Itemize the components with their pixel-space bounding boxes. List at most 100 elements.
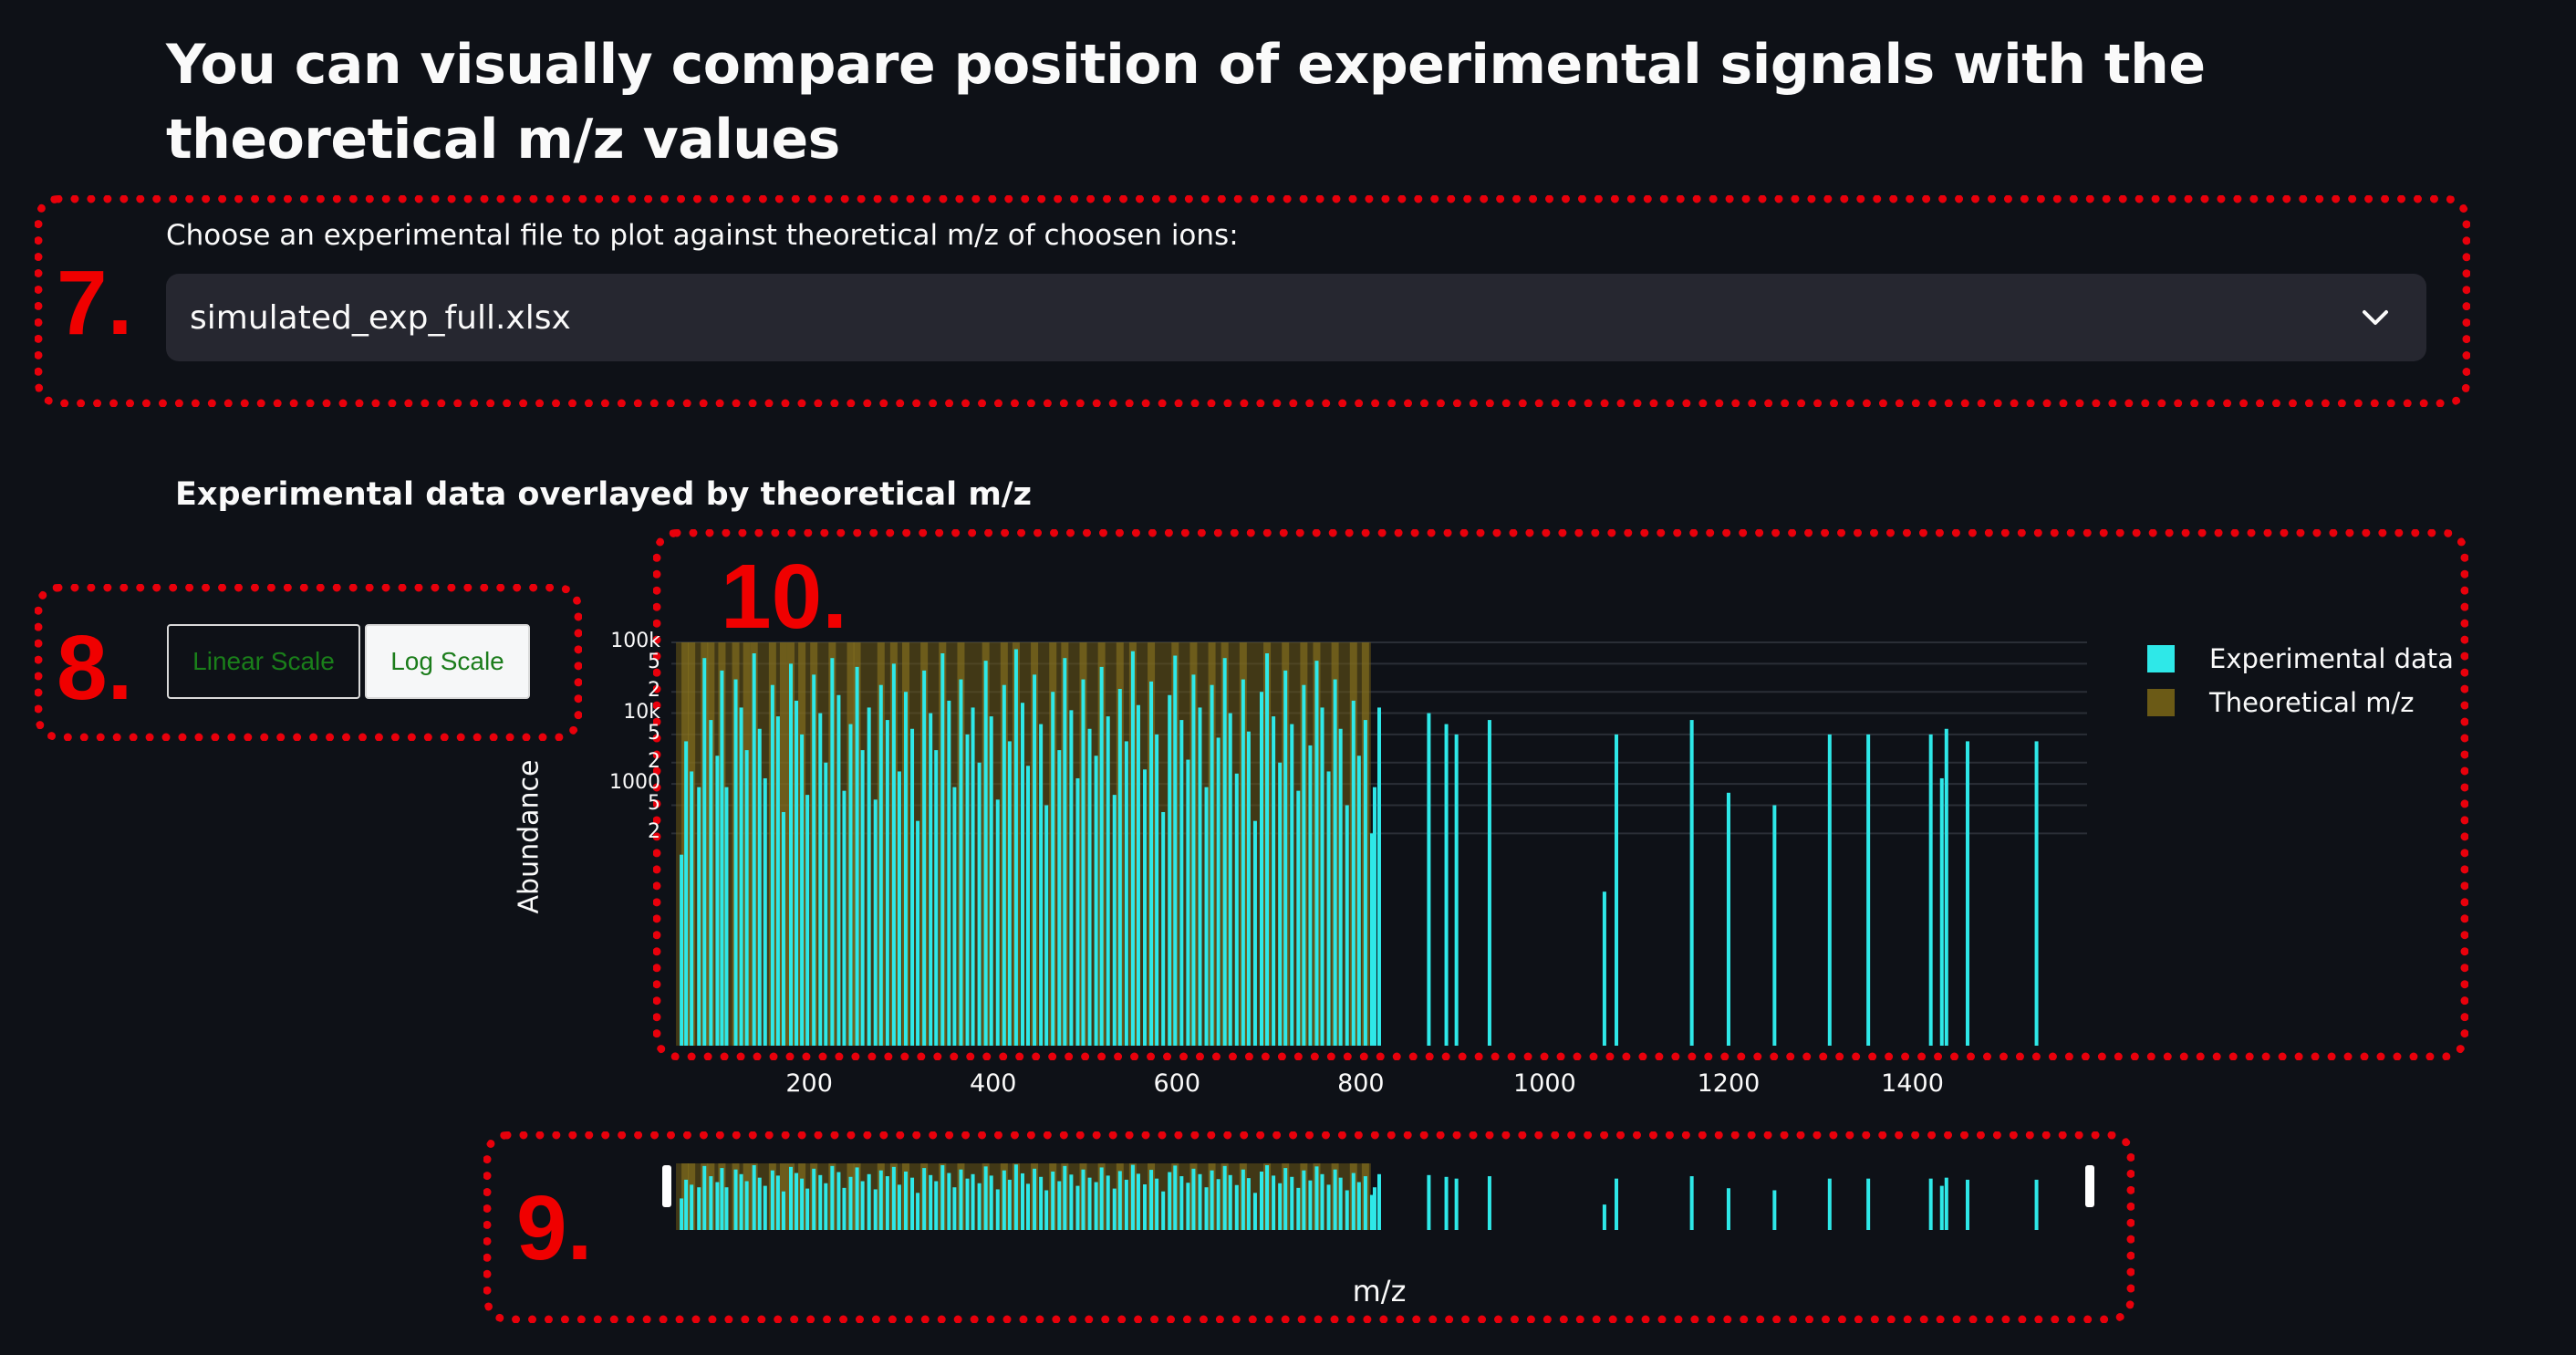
range-slider-experimental-bar: [1265, 1164, 1270, 1230]
experimental-bar: [885, 720, 889, 1046]
range-slider-experimental-bar: [1338, 1177, 1343, 1230]
experimental-bar: [1124, 741, 1128, 1046]
experimental-bar: [848, 724, 853, 1046]
range-slider-experimental-bar: [1246, 1178, 1251, 1230]
experimental-bar: [824, 762, 828, 1046]
range-slider-experimental-bar: [916, 1193, 920, 1230]
range-slider-experimental-bar: [1013, 1164, 1018, 1230]
experimental-bar: [1689, 720, 1694, 1046]
experimental-bar: [697, 787, 701, 1046]
range-slider-experimental-bar: [1965, 1179, 1969, 1230]
file-select-label: Choose an experimental file to plot agai…: [166, 219, 1239, 252]
range-slider-experimental-bar: [891, 1166, 896, 1230]
experimental-bar: [702, 658, 707, 1046]
range-slider-experimental-bar: [1326, 1184, 1331, 1230]
experimental-bar: [1204, 787, 1209, 1046]
experimental-bar: [763, 777, 767, 1046]
legend-item-theoretical[interactable]: Theoretical m/z: [2147, 683, 2454, 723]
experimental-bar: [989, 716, 993, 1046]
range-slider-experimental-bar: [720, 1168, 724, 1230]
legend-item-experimental[interactable]: Experimental data: [2147, 639, 2454, 679]
range-slider-experimental-bar: [775, 1175, 780, 1230]
experimental-bar: [1007, 741, 1012, 1046]
range-slider-experimental-bar: [1063, 1165, 1067, 1230]
range-slider-experimental-bar: [709, 1176, 713, 1230]
experimental-bar: [878, 684, 883, 1046]
y-tick-label: 5: [648, 651, 660, 674]
experimental-bar: [860, 750, 865, 1046]
experimental-bar: [867, 707, 871, 1046]
experimental-bar: [1726, 792, 1730, 1046]
range-slider-experimental-bar: [1143, 1184, 1148, 1230]
experimental-bar: [916, 820, 920, 1046]
experimental-bar: [1075, 777, 1080, 1046]
experimental-bar: [724, 787, 729, 1046]
range-slider-experimental-bar: [952, 1187, 957, 1230]
experimental-bar: [720, 670, 724, 1046]
experimental-bar: [1136, 704, 1140, 1046]
experimental-bar: [1260, 692, 1264, 1046]
experimental-bar: [1928, 734, 1933, 1046]
experimental-bar: [1057, 750, 1062, 1046]
x-tick-label: 200: [785, 1069, 833, 1098]
linear-scale-button[interactable]: Linear Scale: [167, 624, 360, 699]
range-slider-experimental-bar: [770, 1170, 774, 1230]
annotation-number-9: 9.: [516, 1177, 593, 1279]
range-slider-experimental-bar: [1302, 1170, 1306, 1230]
range-slider-experimental-bar: [1333, 1169, 1337, 1230]
range-slider-experimental-bar: [1099, 1167, 1104, 1230]
range-slider-experimental-bar: [1260, 1171, 1264, 1230]
experimental-bar: [1351, 700, 1356, 1046]
experimental-bar: [1345, 805, 1349, 1046]
range-slider-handle-left[interactable]: [662, 1165, 671, 1207]
experimental-bar: [1222, 658, 1227, 1046]
range-slider-experimental-bar: [1278, 1183, 1283, 1230]
range-slider-experimental-bar: [1106, 1175, 1110, 1230]
range-slider-experimental-bar: [757, 1177, 762, 1230]
range-slider-experimental-bar: [800, 1178, 805, 1230]
range-slider-experimental-bar: [1320, 1173, 1324, 1230]
experimental-bar: [1377, 707, 1381, 1046]
experimental-bar: [1314, 661, 1319, 1046]
x-axis-title: m/z: [1352, 1274, 1407, 1308]
annotation-box-7: [35, 195, 2470, 407]
range-slider-experimental-bar: [2034, 1179, 2039, 1230]
experimental-bar: [1454, 734, 1459, 1046]
range-slider-experimental-bar: [1351, 1173, 1356, 1230]
experimental-bar: [1338, 728, 1343, 1046]
range-slider-experimental-bar: [789, 1166, 794, 1230]
range-slider-experimental-bar: [1168, 1172, 1172, 1230]
range-slider-experimental-bar: [1372, 1187, 1376, 1230]
experimental-bar: [1130, 651, 1135, 1046]
range-slider-experimental-bar: [1210, 1170, 1214, 1230]
range-slider-experimental-bar: [1454, 1178, 1459, 1230]
experimental-bar: [1168, 694, 1172, 1046]
range-slider-experimental-bar: [965, 1178, 970, 1230]
experimental-bar: [1290, 724, 1294, 1046]
range-slider-handle-right[interactable]: [2085, 1165, 2094, 1207]
file-select-dropdown[interactable]: simulated_exp_full.xlsx: [166, 274, 2426, 361]
range-slider-experimental-bar: [1314, 1166, 1319, 1230]
range-slider-experimental-bar: [1363, 1176, 1367, 1230]
range-slider-experimental-bar: [1117, 1171, 1122, 1230]
range-slider-experimental-bar: [680, 1198, 684, 1230]
experimental-bar: [1866, 734, 1871, 1046]
range-slider-experimental-bar: [1069, 1174, 1074, 1230]
log-scale-button[interactable]: Log Scale: [365, 624, 530, 699]
range-slider-experimental-bar: [1222, 1165, 1227, 1230]
range-slider-experimental-bar: [812, 1168, 816, 1230]
range-slider-experimental-bar: [1345, 1190, 1349, 1230]
range-slider-experimental-bar: [744, 1181, 749, 1230]
range-slider-experimental-bar: [1161, 1191, 1166, 1230]
range-slider-experimental-bar: [733, 1169, 738, 1230]
experimental-bar: [752, 653, 756, 1046]
range-slider-experimental-bar: [867, 1173, 871, 1230]
experimental-bar: [1369, 833, 1374, 1046]
annotation-box-10: [653, 529, 2468, 1060]
experimental-bar: [1117, 689, 1122, 1046]
chart-subtitle: Experimental data overlayed by theoretic…: [175, 476, 1032, 513]
legend-swatch-theoretical: [2147, 689, 2175, 716]
range-slider-experimental-bar: [897, 1184, 901, 1230]
